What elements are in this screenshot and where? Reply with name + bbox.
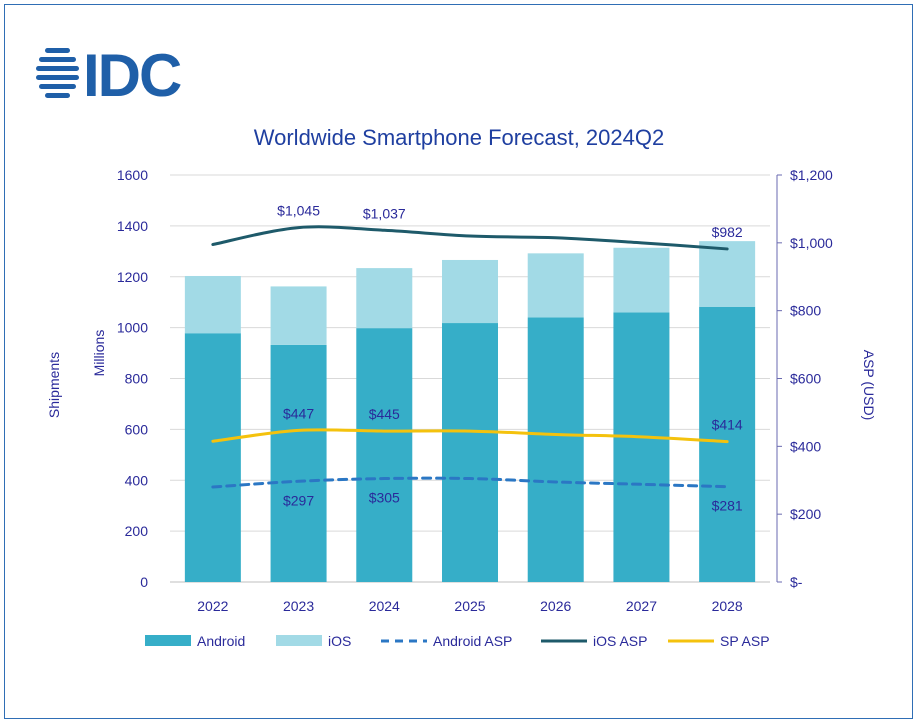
y-axis-title: Shipments bbox=[46, 352, 62, 418]
x-tick-label: 2026 bbox=[540, 598, 571, 614]
line-ios-asp bbox=[211, 225, 729, 251]
bar-android bbox=[184, 333, 241, 582]
y-tick-label: 1200 bbox=[117, 269, 148, 285]
legend-swatch-android bbox=[145, 635, 191, 646]
legend-label-sp-asp: SP ASP bbox=[720, 633, 770, 649]
y-tick-label: 400 bbox=[125, 472, 149, 488]
x-tick-label: 2023 bbox=[283, 598, 314, 614]
bar-ios bbox=[527, 253, 584, 318]
bar-android bbox=[442, 323, 498, 582]
bar-ios bbox=[613, 247, 670, 313]
x-tick-label: 2022 bbox=[197, 598, 228, 614]
bar-android bbox=[699, 306, 756, 582]
chart-canvas: IDC Worldwide Smartphone Forecast, 2024Q… bbox=[36, 42, 877, 649]
chart-frame: IDC Worldwide Smartphone Forecast, 2024Q… bbox=[4, 4, 913, 719]
data-label: $281 bbox=[712, 498, 743, 514]
legend-label-ios-asp: iOS ASP bbox=[593, 633, 647, 649]
data-label: $445 bbox=[369, 406, 400, 422]
y2-tick-label: $600 bbox=[790, 371, 821, 387]
line-sp-asp bbox=[211, 428, 729, 444]
data-label: $1,037 bbox=[363, 205, 406, 221]
y2-tick-label: $- bbox=[790, 574, 803, 590]
data-label: $297 bbox=[283, 492, 314, 508]
y2-tick-label: $1,000 bbox=[790, 235, 833, 251]
bar-ios bbox=[184, 275, 241, 334]
x-tick-label: 2027 bbox=[626, 598, 657, 614]
bar-ios bbox=[270, 286, 327, 345]
y2-tick-label: $800 bbox=[790, 303, 821, 319]
y-axis-subtitle: Millions bbox=[91, 330, 107, 377]
y-tick-label: 1600 bbox=[117, 167, 148, 183]
bar-ios bbox=[442, 259, 498, 324]
logo-text: IDC bbox=[83, 42, 181, 109]
y-tick-label: 1000 bbox=[117, 320, 148, 336]
y2-tick-label: $200 bbox=[790, 506, 821, 522]
bars-layer bbox=[184, 241, 756, 582]
data-label: $447 bbox=[283, 405, 314, 421]
y-tick-label: 1400 bbox=[117, 218, 148, 234]
x-tick-label: 2024 bbox=[369, 598, 400, 614]
bar-android bbox=[527, 317, 584, 582]
bar-ios bbox=[699, 241, 756, 307]
x-tick-label: 2028 bbox=[712, 598, 743, 614]
y-tick-label: 800 bbox=[125, 371, 149, 387]
left-axis: 0 200 400 600 800 1000 1200 1400 1600 bbox=[117, 167, 148, 590]
legend: Android iOS Android ASP iOS ASP SP ASP bbox=[145, 633, 770, 649]
legend-label-android-asp: Android ASP bbox=[433, 633, 512, 649]
line-android-asp bbox=[211, 476, 729, 489]
legend-label-android: Android bbox=[197, 633, 245, 649]
bar-android bbox=[356, 328, 413, 582]
bar-android bbox=[613, 312, 670, 582]
legend-label-ios: iOS bbox=[328, 633, 351, 649]
y-tick-label: 600 bbox=[125, 421, 149, 437]
y2-axis-title: ASP (USD) bbox=[861, 350, 877, 421]
x-axis: 2022 2023 2024 2025 2026 2027 2028 bbox=[197, 598, 743, 614]
y2-tick-label: $1,200 bbox=[790, 167, 833, 183]
bar-android bbox=[270, 344, 327, 582]
data-label: $1,045 bbox=[277, 203, 320, 219]
data-label: $982 bbox=[712, 224, 743, 240]
x-tick-label: 2025 bbox=[454, 598, 485, 614]
lines-layer bbox=[211, 225, 729, 489]
globe-icon bbox=[36, 48, 79, 98]
y-tick-label: 0 bbox=[140, 574, 148, 590]
data-label: $305 bbox=[369, 490, 400, 506]
data-labels: $1,045 $1,037 $982 $447 $445 $414 $297 $305 $281 bbox=[277, 203, 743, 514]
right-axis: $- $200 $400 $600 $800 $1,000 $1,200 bbox=[776, 167, 833, 590]
chart-title: Worldwide Smartphone Forecast, 2024Q2 bbox=[254, 125, 664, 150]
legend-swatch-ios bbox=[276, 635, 322, 646]
idc-logo: IDC bbox=[36, 42, 183, 109]
y-tick-label: 200 bbox=[125, 523, 149, 539]
bar-ios bbox=[356, 268, 413, 329]
y2-tick-label: $400 bbox=[790, 438, 821, 454]
data-label: $414 bbox=[712, 417, 743, 433]
